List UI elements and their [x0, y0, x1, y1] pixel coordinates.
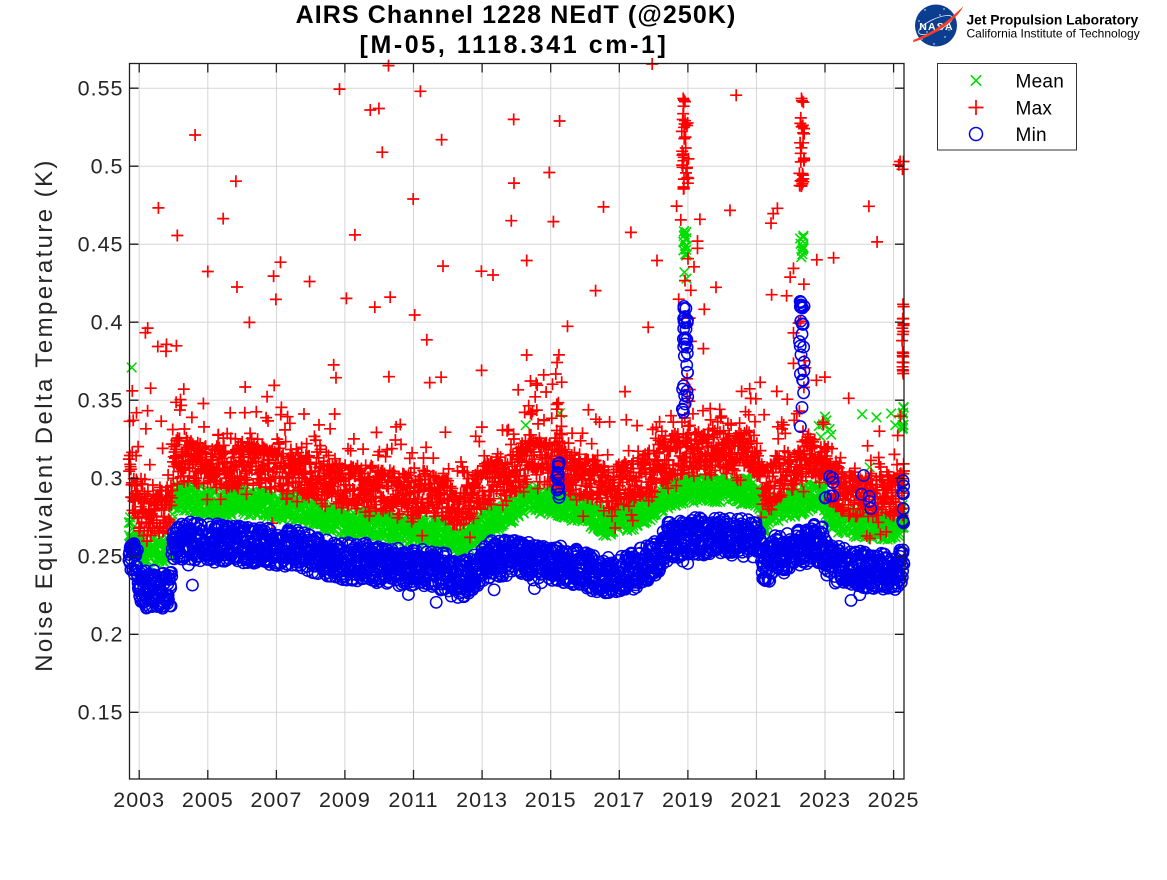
svg-text:Max: Max	[1016, 99, 1053, 120]
svg-text:0.55: 0.55	[78, 76, 124, 100]
svg-text:2017: 2017	[593, 788, 645, 812]
svg-text:2025: 2025	[868, 788, 920, 812]
svg-text:2003: 2003	[113, 788, 165, 812]
svg-text:0.5: 0.5	[91, 154, 124, 178]
svg-text:0.45: 0.45	[78, 232, 124, 256]
svg-text:2005: 2005	[182, 788, 234, 812]
svg-text:2011: 2011	[388, 788, 438, 812]
svg-text:0.4: 0.4	[91, 310, 124, 334]
svg-text:Mean: Mean	[1016, 72, 1065, 93]
svg-text:2007: 2007	[250, 788, 302, 812]
svg-text:2019: 2019	[662, 788, 714, 812]
svg-text:0.25: 0.25	[78, 545, 124, 569]
svg-text:AIRS Channel 1228 NEdT (@250K): AIRS Channel 1228 NEdT (@250K)	[296, 1, 737, 29]
svg-text:0.35: 0.35	[78, 388, 124, 412]
svg-text:2009: 2009	[319, 788, 371, 812]
svg-text:2023: 2023	[799, 788, 851, 812]
svg-text:0.15: 0.15	[78, 701, 124, 725]
svg-text:California Institute of Techno: California Institute of Technology	[967, 27, 1140, 41]
svg-text:2015: 2015	[525, 788, 577, 812]
svg-text:2013: 2013	[456, 788, 508, 812]
svg-text:0.2: 0.2	[91, 623, 124, 647]
svg-text:0.3: 0.3	[91, 467, 124, 491]
svg-text:Min: Min	[1016, 125, 1047, 146]
svg-text:2021: 2021	[730, 788, 782, 812]
svg-text:Jet Propulsion Laboratory: Jet Propulsion Laboratory	[967, 13, 1139, 28]
svg-text:[M-05, 1118.341 cm-1]: [M-05, 1118.341 cm-1]	[360, 31, 669, 59]
svg-text:Noise Equivalent Delta Tempera: Noise Equivalent Delta Temperature (K)	[31, 158, 58, 672]
